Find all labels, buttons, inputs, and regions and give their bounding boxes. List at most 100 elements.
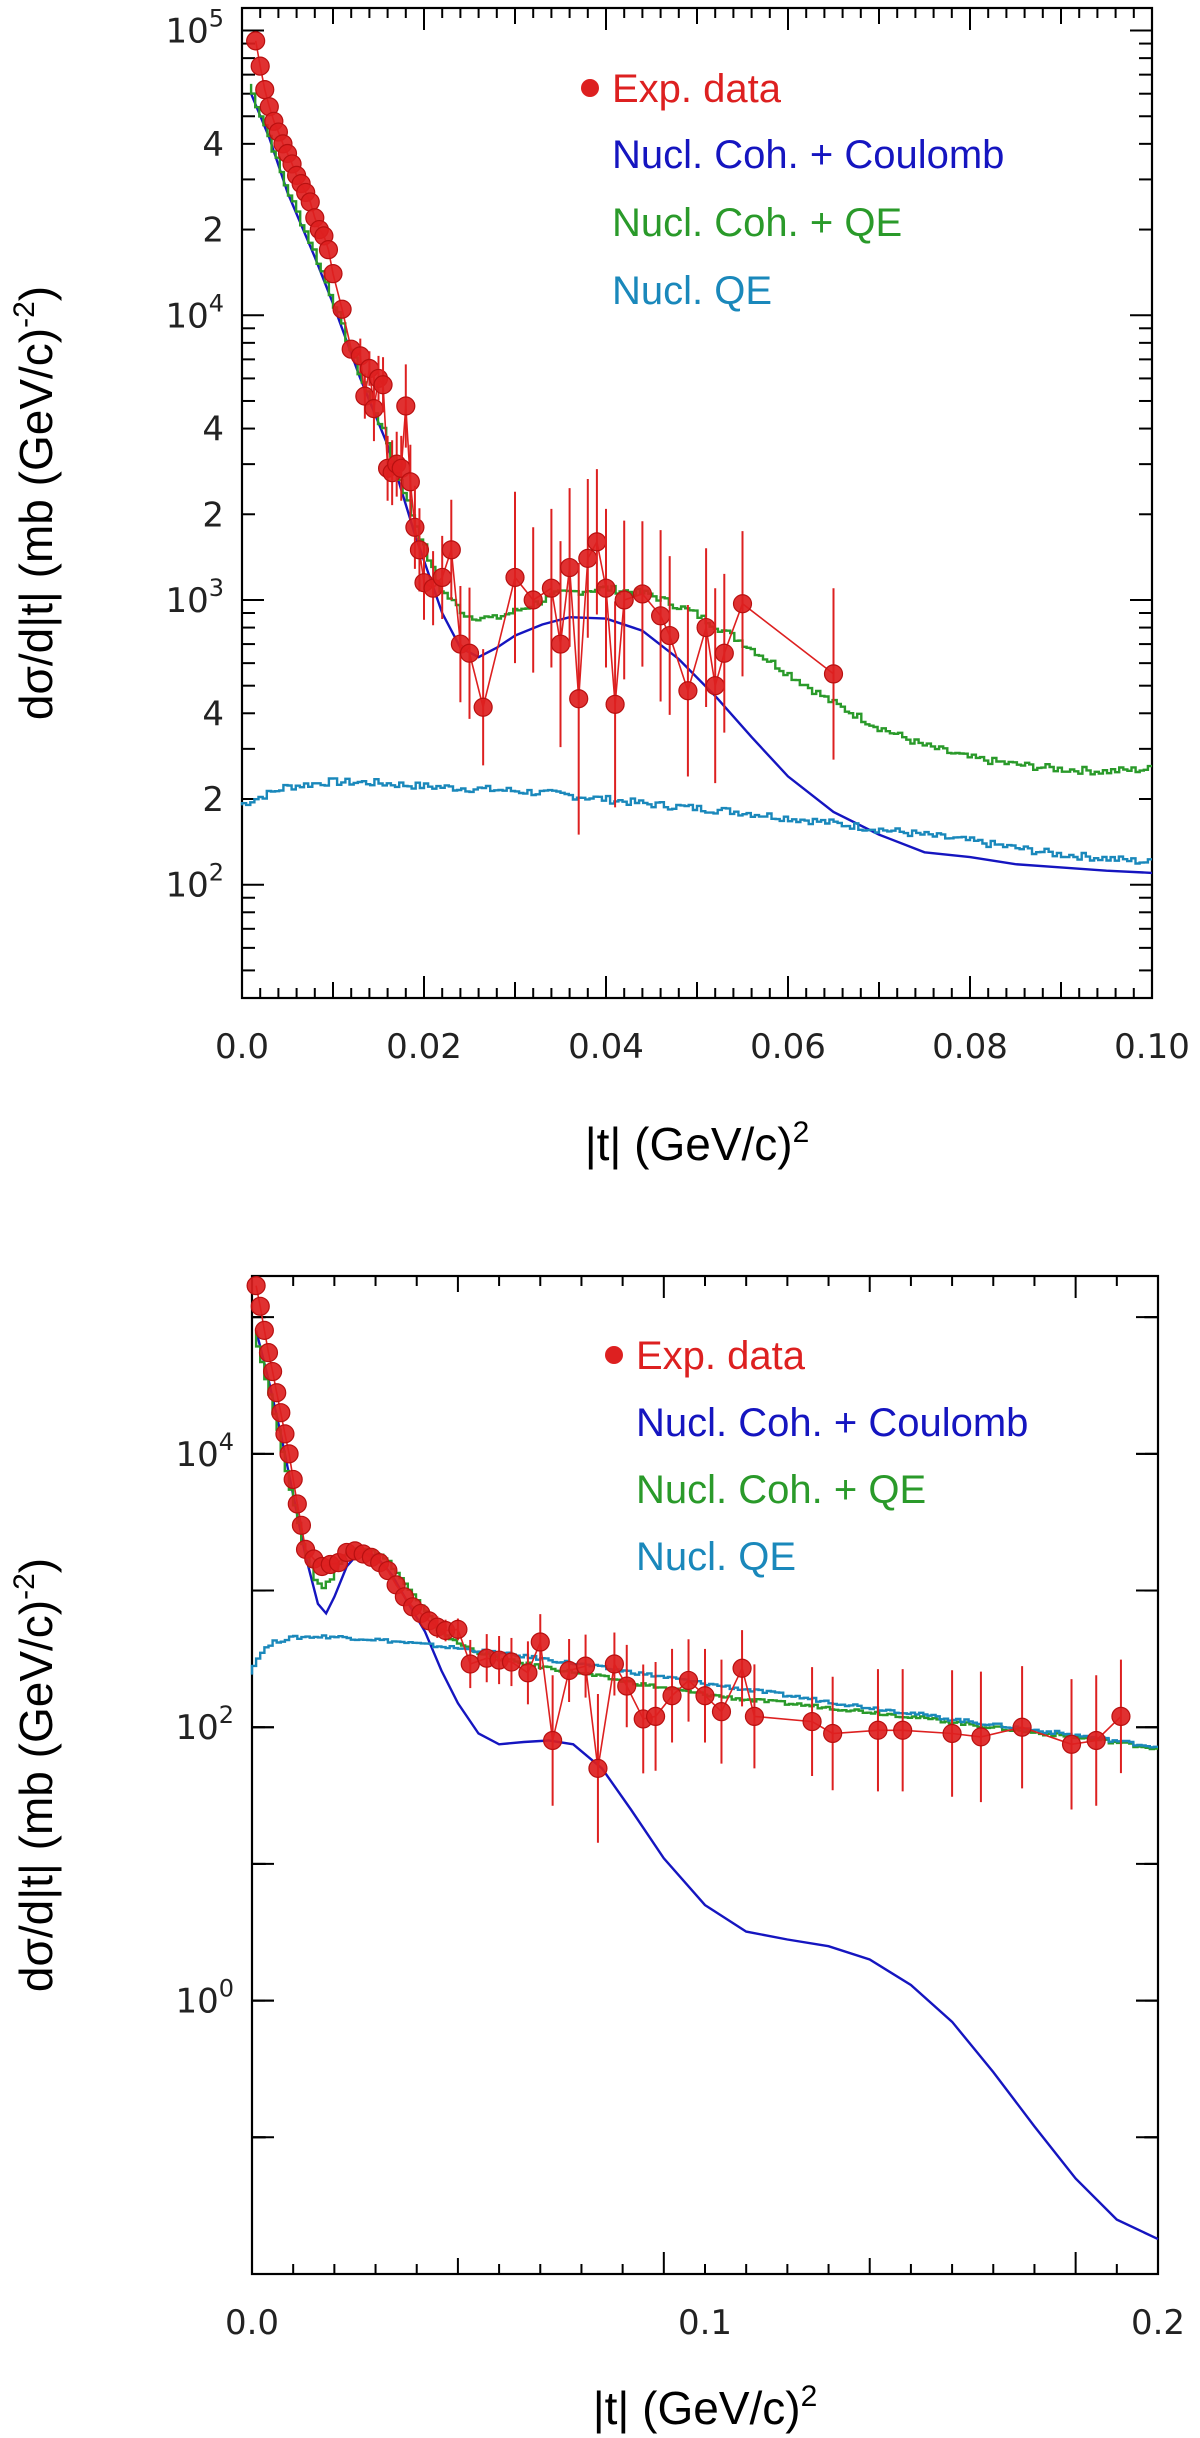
exp-data-point (373, 375, 393, 395)
exp-data-point (400, 472, 420, 492)
exp-data-point (732, 1658, 752, 1678)
y-tick-label: 105 (165, 5, 224, 52)
y-tick-label: 102 (165, 859, 224, 906)
y-tick-label-exp: 4 (219, 1428, 234, 1456)
exp-data-point (271, 1403, 291, 1423)
top-data-points (246, 31, 844, 835)
exp-data-point (559, 1660, 579, 1681)
y-tick-label-base: 10 (165, 866, 208, 906)
y-tick-label-base: 10 (175, 1435, 218, 1475)
exp-data-point (660, 625, 680, 646)
exp-data-point (605, 694, 625, 714)
exp-data-point (258, 1343, 279, 1363)
exp-data-point (323, 264, 343, 284)
y-tick-label: 2 (202, 211, 224, 251)
legend-exp-label: Exp. data (612, 67, 782, 111)
y-tick-label-base: 10 (165, 12, 208, 52)
y-tick-label-exp: 2 (219, 1701, 234, 1729)
x-tick-label: 0.10 (1114, 1027, 1190, 1067)
exp-data-point (254, 1320, 274, 1340)
exp-data-point (448, 1619, 468, 1639)
y-tick-label-base: 4 (202, 694, 224, 734)
y-tick-label: 102 (175, 1701, 234, 1748)
exp-data-point (614, 590, 634, 610)
x-tick-label: 0.0 (225, 2303, 279, 2343)
top-y-axis-title: dσ/d|t| (mb (GeV/c)-2) (8, 286, 62, 720)
exp-data-point (868, 1720, 888, 1740)
x-tick-label: 0.0 (215, 1027, 269, 1067)
exp-data-point (617, 1676, 637, 1696)
exp-data-point (578, 548, 598, 568)
exp-data-point (246, 1276, 266, 1296)
legend-coh-coulomb-label: Nucl. Coh. + Coulomb (636, 1401, 1028, 1445)
exp-data-point (300, 192, 320, 212)
exp-data-point (744, 1706, 765, 1727)
series-nucl--qe (240, 777, 1152, 865)
exp-data-point (405, 517, 425, 537)
exp-data-point (378, 1560, 398, 1581)
top-x-tick-labels: 0.0 0.02 0.04 0.06 0.08 0.10 (215, 1027, 1190, 1067)
legend-coh-qe-label: Nucl. Coh. + QE (612, 201, 902, 245)
y-tick-label-exp: 0 (219, 1975, 234, 2003)
exp-data-point (1061, 1734, 1082, 1754)
exp-data-point (604, 1654, 625, 1674)
exp-data-point (318, 240, 339, 260)
exp-data-point (588, 1758, 608, 1778)
exp-data-point (250, 56, 270, 76)
y-tick-label: 2 (202, 495, 224, 535)
exp-data-point (645, 1706, 666, 1727)
exp-data-point (1111, 1706, 1131, 1727)
exp-data-point (441, 540, 461, 560)
x-tick-label: 0.04 (568, 1027, 644, 1067)
y-tick-label-base: 4 (202, 410, 224, 450)
y-tick-label-base: 2 (202, 780, 224, 820)
exp-data-point (287, 1494, 307, 1514)
legend-qe-label: Nucl. QE (636, 1535, 796, 1579)
exp-data-point (678, 1670, 699, 1691)
top-legend: Exp. data Nucl. Coh. + Coulomb Nucl. Coh… (581, 67, 1004, 313)
y-tick-label-base: 2 (202, 211, 224, 251)
exp-data-point (1012, 1717, 1032, 1737)
exp-data-point (409, 540, 430, 560)
exp-data-point (267, 1383, 287, 1403)
bottom-y-axis-title: dσ/d|t| (mb (GeV/c)-2) (8, 1558, 62, 1992)
x-tick-label: 0.08 (932, 1027, 1008, 1067)
y-tick-label-base: 10 (165, 296, 208, 336)
exp-data-point (518, 1663, 538, 1683)
x-tick-label: 0.02 (386, 1027, 462, 1067)
exp-data-point (823, 1723, 843, 1744)
exp-data-point (283, 1469, 303, 1490)
y-tick-label-base: 10 (175, 1708, 218, 1748)
exp-data-point (275, 1424, 295, 1444)
exp-data-point (460, 1654, 480, 1674)
exp-data-point (650, 606, 671, 626)
exp-data-point (530, 1632, 550, 1652)
exp-data-point (662, 1686, 682, 1706)
y-tick-label: 2 (202, 780, 224, 820)
x-tick-label: 0.1 (678, 2303, 732, 2343)
exp-data-point (262, 1361, 283, 1382)
x-tick-label: 0.06 (750, 1027, 826, 1067)
exp-data-point (279, 1444, 299, 1464)
exp-data-point (473, 697, 493, 717)
exp-data-point (1086, 1730, 1106, 1751)
y-tick-label-base: 10 (165, 581, 208, 621)
top-axis-ticks (241, 8, 1153, 999)
bottom-data-points (246, 1276, 1131, 1843)
series-nucl--qe (250, 1634, 1158, 1749)
exp-data-point (802, 1711, 822, 1732)
exp-data-point (705, 676, 725, 696)
y-tick-label: 4 (202, 410, 224, 450)
exp-data-point (250, 1296, 270, 1316)
y-tick-label-exp: 5 (209, 5, 224, 33)
x-tick-label: 0.2 (1131, 2303, 1185, 2343)
legend-exp-marker (581, 79, 599, 97)
exp-data-point (432, 567, 452, 588)
exp-data-point (559, 557, 580, 578)
exp-data-point (587, 532, 607, 552)
